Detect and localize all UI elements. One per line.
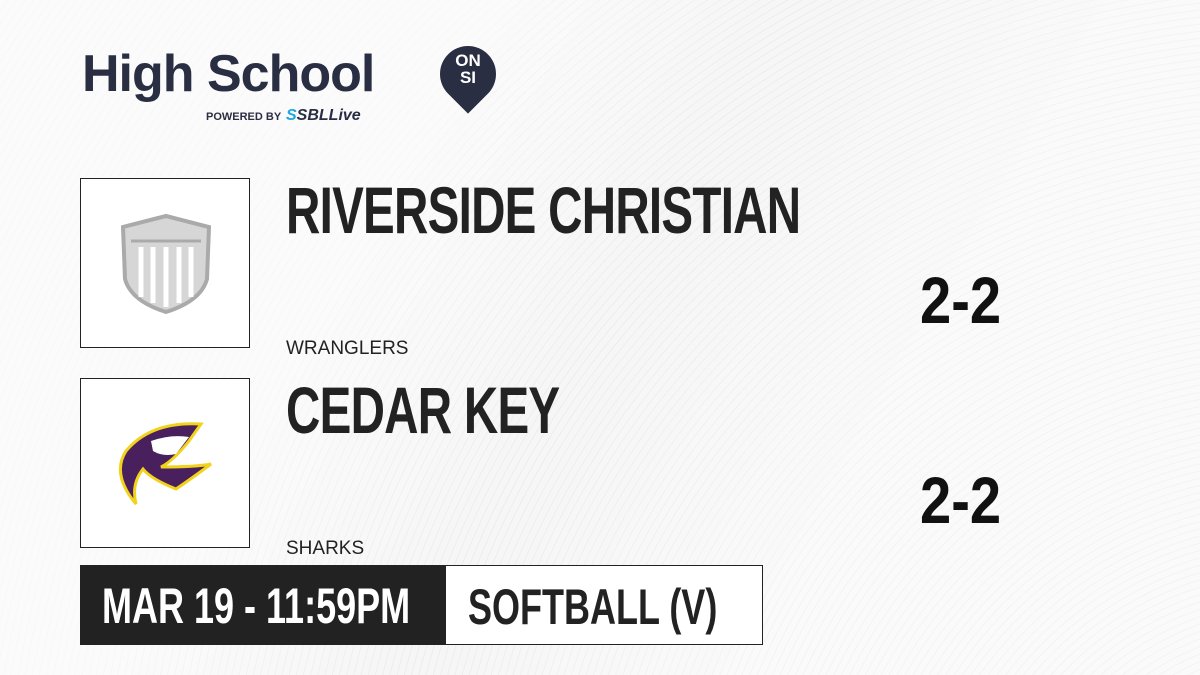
partner-logo-mark: S [286, 107, 297, 124]
partner-logo: SSBLLive [286, 107, 361, 124]
powered-by: POWERED BY [206, 111, 282, 123]
team-2-mascot: SHARKS [286, 538, 365, 559]
brand-badge: ON SI [440, 52, 496, 86]
team-1-name: RIVERSIDE CHRISTIAN [286, 173, 801, 247]
game-datetime: MAR 19 - 11:59PM [80, 565, 445, 645]
partner-logo-suffix: ive [338, 107, 361, 124]
brand-title: High School [82, 45, 375, 103]
game-sport-text: SOFTBALL (V) [468, 579, 718, 635]
team-2-logo [80, 378, 250, 548]
shark-icon [118, 422, 212, 505]
team-1-mascot: WRANGLERS [286, 338, 409, 359]
badge-line2: SI [459, 68, 477, 87]
partner-logo-text: SBL [296, 107, 329, 124]
team-2-record: 2-2 [920, 463, 1002, 537]
badge-line1: ON [455, 51, 481, 70]
game-sport: SOFTBALL (V) [445, 565, 763, 645]
team-2-name: CEDAR KEY [286, 373, 560, 447]
shield-icon [120, 213, 212, 315]
game-datetime-text: MAR 19 - 11:59PM [102, 578, 411, 634]
team-1-record: 2-2 [920, 263, 1002, 337]
team-1-logo [80, 178, 250, 348]
